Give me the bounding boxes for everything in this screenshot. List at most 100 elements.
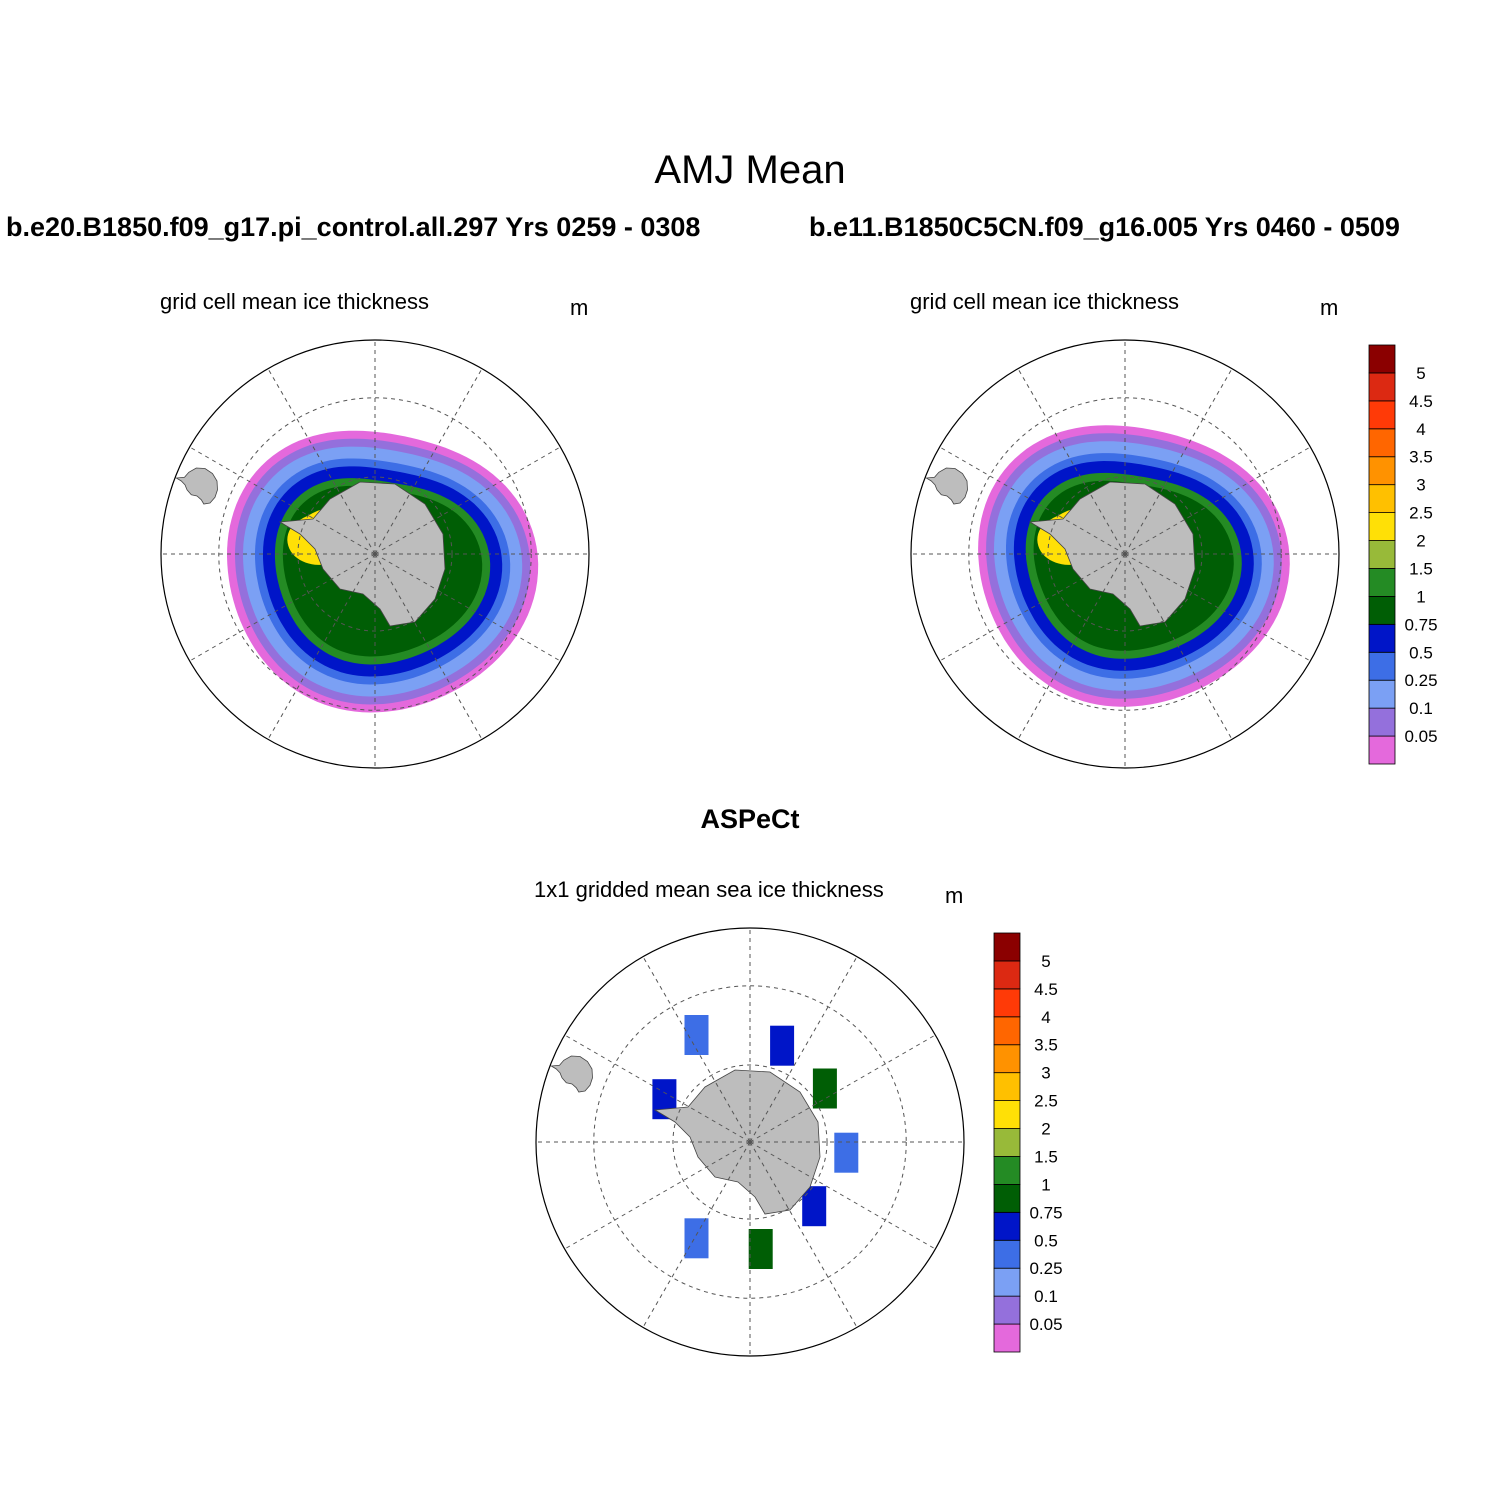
colorbar-swatch <box>993 1128 1021 1157</box>
antarctica-landmass <box>653 1069 821 1215</box>
south-america-landmass <box>175 467 218 505</box>
colorbar-swatch <box>993 1267 1021 1297</box>
colorbar-tick-label: 5 <box>1041 952 1050 971</box>
polar-map-3 <box>535 927 965 1357</box>
colorbar-swatch <box>1368 372 1396 402</box>
colorbar-swatch <box>1368 400 1396 430</box>
colorbar-swatch <box>1368 484 1396 513</box>
colorbar-swatch <box>1368 651 1396 681</box>
colorbar-swatch <box>1368 735 1396 765</box>
polar-map-1 <box>160 339 590 769</box>
colorbar-tick-label: 4.5 <box>1409 392 1433 411</box>
colorbar-tick-label: 0.5 <box>1034 1231 1058 1250</box>
colorbar-swatch <box>1368 568 1396 597</box>
colorbar-swatch <box>1368 344 1396 374</box>
antarctica-landmass <box>278 481 446 627</box>
colorbar-tick-label: 2 <box>1041 1120 1050 1139</box>
meridian-line <box>374 553 483 740</box>
panel-3-variable-label: 1x1 gridded mean sea ice thickness <box>534 877 884 902</box>
colorbar-tick-label: 2.5 <box>1409 504 1433 523</box>
meridian-line <box>1124 553 1233 740</box>
meridian-line <box>1124 446 1311 555</box>
meridian-line <box>564 1141 751 1250</box>
panel-2-units-label: m <box>1320 295 1339 320</box>
colorbar-swatch <box>1368 707 1396 737</box>
colorbar-swatch <box>993 1044 1021 1074</box>
colorbar-tick-label: 4 <box>1416 420 1425 439</box>
colorbar-swatch <box>1368 540 1396 569</box>
ice-thickness-track <box>802 1186 827 1227</box>
colorbar-2: 0.05 0.1 0.25 0.5 0.75 1 1.5 2 2.5 3 3.5 4 4.5 5 <box>993 932 1063 1353</box>
colorbar-swatch <box>993 1239 1021 1269</box>
colorbar-swatch <box>993 988 1021 1018</box>
panel-1-variable-label: grid cell mean ice thickness <box>160 289 430 314</box>
colorbar-swatch <box>1368 596 1396 625</box>
map-border <box>910 339 1340 769</box>
meridian-line <box>749 1141 936 1250</box>
latitude-circle <box>218 397 532 711</box>
colorbar-tick-label: 0.05 <box>1029 1315 1062 1334</box>
meridian-line <box>374 368 483 555</box>
colorbar-swatch <box>1368 456 1396 486</box>
colorbar-tick-label: 4.5 <box>1034 980 1058 999</box>
colorbar-tick-label: 3.5 <box>1034 1036 1058 1055</box>
meridian-line <box>749 956 858 1143</box>
meridian-line <box>749 1141 858 1328</box>
colorbar-swatch <box>993 960 1021 990</box>
colorbar-tick-label: 1 <box>1041 1175 1050 1194</box>
colorbar-tick-label: 0.25 <box>1404 671 1437 690</box>
meridian-line <box>267 368 376 555</box>
meridian-line <box>374 446 561 555</box>
panel-2-case-title: b.e11.B1850C5CN.f09_g16.005 Yrs 0460 - 0… <box>809 212 1400 242</box>
map-border <box>160 339 590 769</box>
south-america-landmass <box>550 1055 593 1093</box>
colorbar-tick-label: 3 <box>1416 476 1425 495</box>
colorbar-swatch <box>1368 623 1396 653</box>
colorbar-swatch <box>993 1100 1021 1129</box>
colorbar-swatch <box>993 1072 1021 1101</box>
ice-thickness-track <box>684 1218 709 1259</box>
colorbar-swatch <box>993 1211 1021 1241</box>
latitude-circle <box>672 1064 828 1220</box>
meridian-line <box>189 553 376 662</box>
meridian-line <box>189 446 376 555</box>
colorbar-tick-label: 0.75 <box>1029 1203 1062 1222</box>
antarctica-landmass <box>1028 481 1196 627</box>
colorbar-tick-label: 0.05 <box>1404 727 1437 746</box>
meridian-line <box>642 956 751 1143</box>
meridian-line <box>374 553 561 662</box>
colorbar-tick-label: 3 <box>1041 1064 1050 1083</box>
colorbar-tick-label: 4 <box>1041 1008 1050 1027</box>
colorbar-swatch <box>993 932 1021 962</box>
south-america-landmass <box>925 467 968 505</box>
panel-1-case-title: b.e20.B1850.f09_g17.pi_control.all.297 Y… <box>6 212 701 242</box>
colorbar-swatch <box>993 1016 1021 1046</box>
latitude-circle <box>1047 476 1203 632</box>
colorbar-tick-label: 2.5 <box>1034 1092 1058 1111</box>
colorbar-tick-label: 0.1 <box>1409 699 1433 718</box>
colorbar-swatch <box>993 1156 1021 1185</box>
colorbar-1: 0.05 0.1 0.25 0.5 0.75 1 1.5 2 2.5 3 3.5 4 4.5 5 <box>1368 344 1438 765</box>
panel-3-units-label: m <box>945 883 964 908</box>
colorbar-swatch <box>993 1295 1021 1325</box>
colorbar-tick-label: 0.25 <box>1029 1259 1062 1278</box>
ice-thickness-track <box>770 1025 795 1066</box>
colorbar-swatch <box>1368 679 1396 709</box>
meridian-line <box>564 1034 751 1143</box>
meridian-line <box>1124 368 1233 555</box>
polar-map-2 <box>910 339 1340 769</box>
colorbar-swatch <box>993 1323 1021 1353</box>
colorbar-tick-label: 5 <box>1416 364 1425 383</box>
colorbar-tick-label: 0.1 <box>1034 1287 1058 1306</box>
latitude-circle <box>593 985 907 1299</box>
meridian-line <box>1124 553 1311 662</box>
meridian-line <box>642 1141 751 1328</box>
panel-2-variable-label: grid cell mean ice thickness <box>910 289 1180 314</box>
panel-3-case-title: ASPeCt <box>700 804 800 834</box>
map-border <box>535 927 965 1357</box>
colorbar-tick-label: 0.75 <box>1404 615 1437 634</box>
colorbar-swatch <box>993 1184 1021 1213</box>
latitude-circle <box>297 476 453 632</box>
meridian-line <box>1017 368 1126 555</box>
